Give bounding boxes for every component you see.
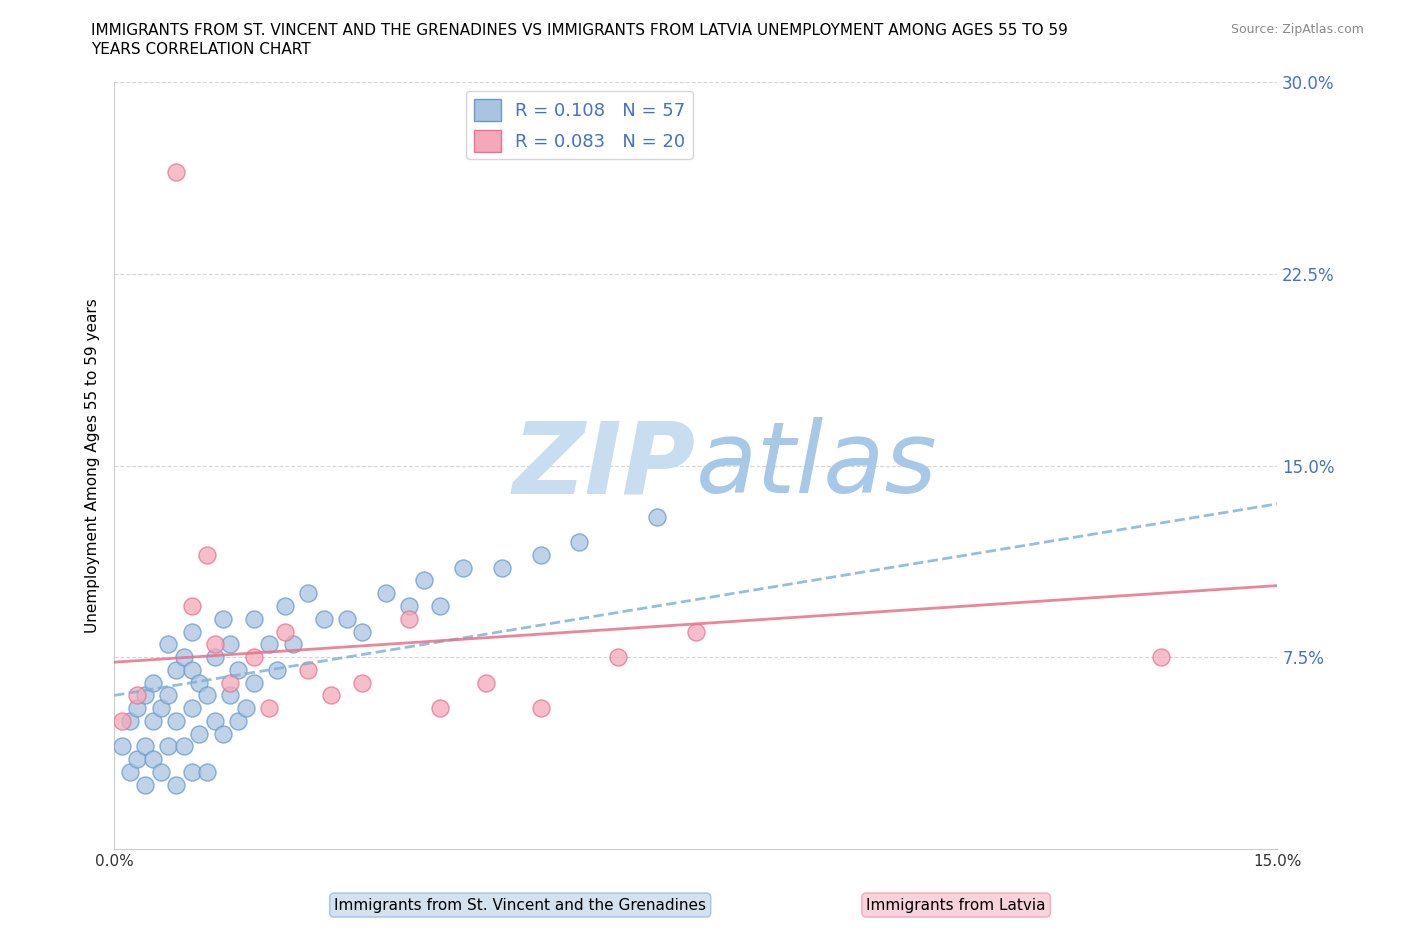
Point xyxy=(475,675,498,690)
Point xyxy=(165,777,187,792)
Point xyxy=(165,662,187,677)
Point xyxy=(297,586,319,601)
Point xyxy=(127,700,149,715)
Point xyxy=(180,624,202,639)
Point xyxy=(374,586,396,601)
Point xyxy=(118,764,141,779)
Point xyxy=(134,739,156,754)
Point xyxy=(173,739,195,754)
Text: IMMIGRANTS FROM ST. VINCENT AND THE GRENADINES VS IMMIGRANTS FROM LATVIA UNEMPLO: IMMIGRANTS FROM ST. VINCENT AND THE GREN… xyxy=(91,23,1069,38)
Y-axis label: Unemployment Among Ages 55 to 59 years: Unemployment Among Ages 55 to 59 years xyxy=(86,299,100,633)
Point xyxy=(142,751,165,766)
Point xyxy=(142,675,165,690)
Text: Immigrants from Latvia: Immigrants from Latvia xyxy=(866,897,1046,912)
Point xyxy=(274,599,297,614)
Point xyxy=(530,700,553,715)
Point xyxy=(180,764,202,779)
Point xyxy=(530,548,553,563)
Point xyxy=(352,675,374,690)
Point xyxy=(127,688,149,703)
Point xyxy=(429,700,451,715)
Text: ZIP: ZIP xyxy=(513,417,696,514)
Point xyxy=(111,739,134,754)
Point xyxy=(259,700,281,715)
Point xyxy=(451,560,474,575)
Point xyxy=(226,662,249,677)
Point xyxy=(266,662,288,677)
Point xyxy=(321,688,343,703)
Point xyxy=(195,764,218,779)
Point xyxy=(607,650,630,665)
Point xyxy=(568,535,591,550)
Point xyxy=(165,165,187,179)
Point xyxy=(111,713,134,728)
Point xyxy=(352,624,374,639)
Point xyxy=(127,751,149,766)
Point xyxy=(134,777,156,792)
Point xyxy=(142,713,165,728)
Point xyxy=(312,611,335,626)
Point xyxy=(235,700,257,715)
Point xyxy=(157,688,180,703)
Point xyxy=(685,624,707,639)
Point xyxy=(204,650,226,665)
Point xyxy=(274,624,297,639)
Point xyxy=(219,637,242,652)
Point xyxy=(429,599,451,614)
Point xyxy=(226,713,249,728)
Point xyxy=(242,650,264,665)
Point xyxy=(173,650,195,665)
Point xyxy=(157,637,180,652)
Point xyxy=(188,675,211,690)
Point xyxy=(180,599,202,614)
Point xyxy=(281,637,304,652)
Point xyxy=(398,611,420,626)
Legend: R = 0.108   N = 57, R = 0.083   N = 20: R = 0.108 N = 57, R = 0.083 N = 20 xyxy=(467,91,693,159)
Point xyxy=(211,611,233,626)
Point xyxy=(180,662,202,677)
Text: atlas: atlas xyxy=(696,417,938,514)
Point xyxy=(219,688,242,703)
Point xyxy=(336,611,359,626)
Point xyxy=(242,611,264,626)
Point xyxy=(134,688,156,703)
Point xyxy=(259,637,281,652)
Point xyxy=(398,599,420,614)
Point xyxy=(413,573,436,588)
Point xyxy=(211,726,233,741)
Point xyxy=(149,700,172,715)
Point xyxy=(165,713,187,728)
Point xyxy=(219,675,242,690)
Point xyxy=(188,726,211,741)
Point xyxy=(204,713,226,728)
Point xyxy=(180,700,202,715)
Point xyxy=(491,560,513,575)
Point xyxy=(1150,650,1173,665)
Point xyxy=(157,739,180,754)
Point xyxy=(118,713,141,728)
Point xyxy=(204,637,226,652)
Text: Source: ZipAtlas.com: Source: ZipAtlas.com xyxy=(1230,23,1364,36)
Point xyxy=(297,662,319,677)
Point xyxy=(645,510,668,525)
Point xyxy=(242,675,264,690)
Text: YEARS CORRELATION CHART: YEARS CORRELATION CHART xyxy=(91,42,311,57)
Point xyxy=(195,548,218,563)
Point xyxy=(149,764,172,779)
Point xyxy=(195,688,218,703)
Text: Immigrants from St. Vincent and the Grenadines: Immigrants from St. Vincent and the Gren… xyxy=(335,897,706,912)
